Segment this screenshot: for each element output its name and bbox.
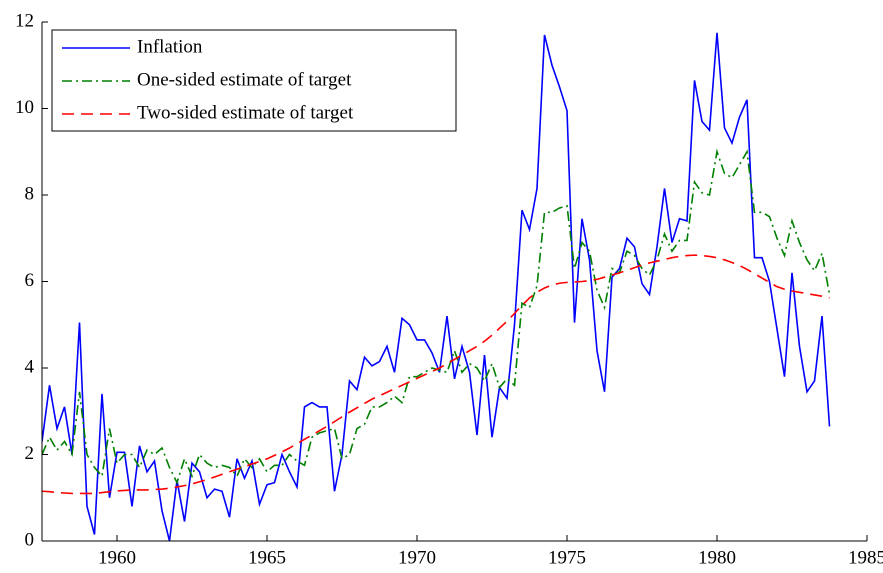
plot-mask-left [0, 0, 42, 573]
series-line [41, 148, 831, 485]
legend-label: Two-sided estimate of target [137, 102, 354, 123]
x-tick-label: 1960 [98, 547, 136, 568]
x-tick-label: 1975 [548, 547, 586, 568]
series-line [41, 32, 831, 542]
y-tick-label: 10 [15, 97, 34, 118]
legend-label: One-sided estimate of target [137, 69, 352, 90]
y-tick-label: 8 [25, 183, 35, 204]
y-tick-label: 12 [15, 10, 34, 31]
y-tick-label: 0 [25, 529, 35, 550]
x-tick-label: 1970 [398, 547, 436, 568]
x-tick-label: 1985 [848, 547, 883, 568]
y-tick-label: 4 [25, 356, 35, 377]
legend-label: Inflation [137, 36, 203, 57]
y-tick-label: 2 [25, 443, 35, 464]
x-tick-label: 1965 [248, 547, 286, 568]
series-line [41, 254, 830, 495]
y-tick-label: 6 [25, 270, 35, 291]
x-tick-label: 1980 [698, 547, 736, 568]
